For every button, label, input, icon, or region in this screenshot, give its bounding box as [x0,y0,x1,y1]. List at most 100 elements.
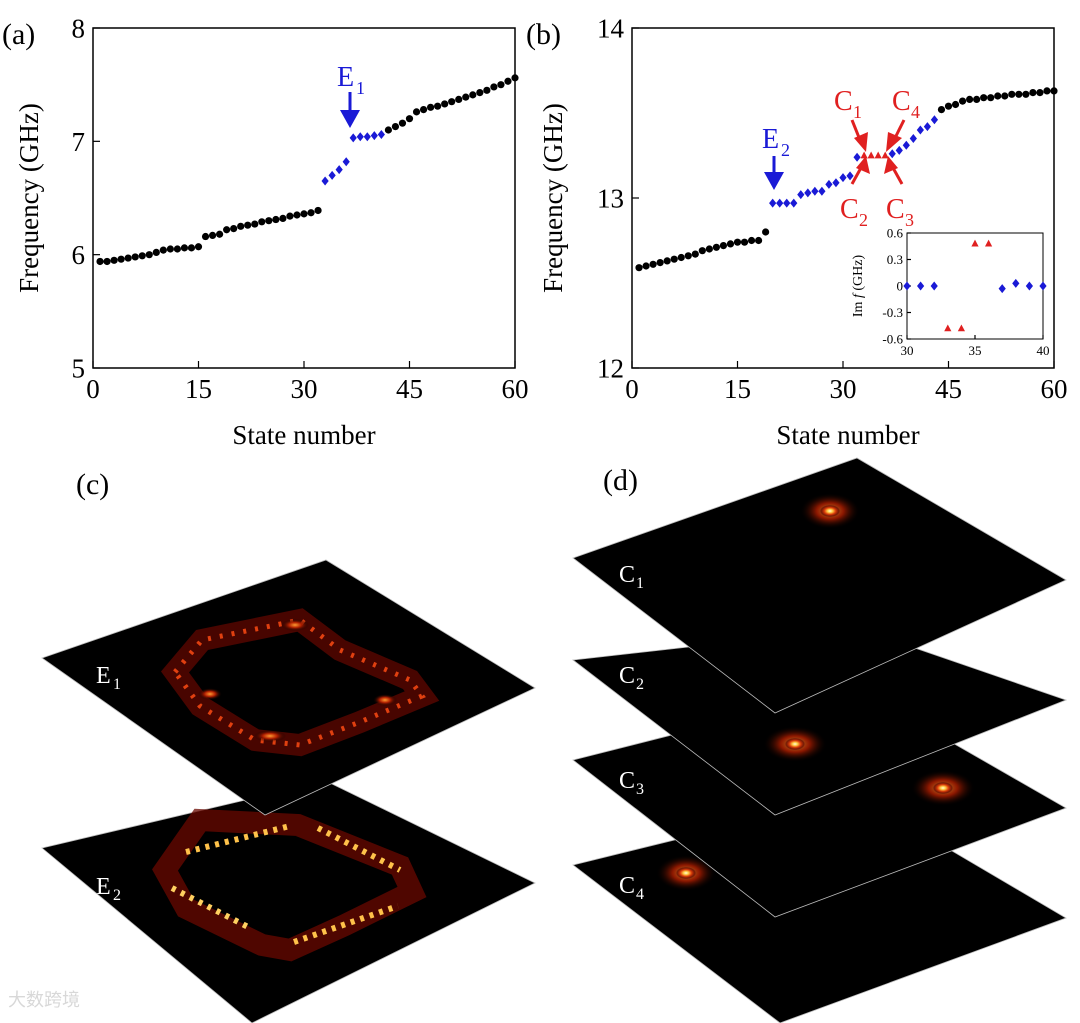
layer-c2-sub: 2 [636,676,644,693]
chart-a-ytick-label: 7 [72,127,86,157]
chart-a-point-bulk [166,245,174,253]
c4-hotspot [676,867,696,879]
layer-c1-plane [572,457,1067,714]
chart-b-point-bulk [958,97,967,105]
chart-a-point-bulk [279,214,287,222]
chart-b-point-bulk [733,238,742,246]
layer-e1: E 1 [41,559,536,816]
chart-b-point-bulk [1050,87,1058,95]
layer-c4-sub: 4 [636,886,644,903]
chart-a-point-bulk [208,231,217,239]
chart-b-point-bulk [642,262,650,270]
chart-a-point-bulk [251,220,259,228]
chart-a-point-bulk [412,108,421,116]
chart-b-point-bulk [973,95,981,103]
chart-a-point-edge [328,170,336,180]
chart-b-point-bulk [944,102,953,110]
annotation-c2-letter: C [840,194,859,225]
chart-a-point-bulk [103,257,111,266]
chart-b-point-edge [902,140,910,150]
panel-c-label: (c) [76,468,109,501]
chart-a-point-bulk [230,225,238,233]
chart-b-point-bulk [740,238,749,246]
chart-b-point-bulk [1022,90,1030,98]
arrow-down-icon [340,110,360,128]
chart-b-point-bulk [705,245,713,253]
inset-xtick-label: 30 [901,343,914,358]
chart-b-point-bulk [1008,90,1016,98]
chart-b-point-bulk [1015,90,1023,98]
chart-b-point-edge [825,179,833,189]
chart-b-point-edge [888,149,896,159]
chart-a-point-bulk [152,248,160,256]
chart-b-ylabel: Frequency (GHz) [538,103,568,293]
inset-frame [906,232,1044,340]
chart-a-point-bulk [405,115,414,123]
chart-b-xtick-label: 30 [830,374,857,404]
inset-point-edge [1039,281,1047,291]
chart-b-point-corner [881,151,889,159]
layer-e2: E 2 [41,780,536,1023]
chart-b-point-corner [860,151,868,159]
chart-a-point-bulk [244,221,252,229]
chart-a-point-edge [349,133,357,143]
chart-b-point-bulk [677,253,685,262]
chart-a-xtick-label: 45 [396,374,423,404]
inset-point-edge [1025,281,1033,291]
annotation-e2-sub: 2 [781,140,790,160]
inset-point-corner [944,324,952,332]
chart-b-point-bulk [684,252,692,260]
chart-a-point-bulk [173,245,181,253]
chart-a-point-bulk [504,77,512,85]
chart-a-point-bulk [462,93,470,101]
chart-a-point-bulk [131,253,139,261]
chart-b-point-edge [930,115,939,125]
chart-b-xtick-label: 45 [935,374,962,404]
layer-e2-sub: 2 [113,887,121,904]
arrow-down-icon [764,172,784,190]
chart-a-point-bulk [398,119,407,127]
layer-e2-label: E [96,874,111,900]
chart-a-point-edge [370,131,378,141]
chart-b-point-bulk [1029,89,1037,97]
chart-b-point-bulk [670,255,678,263]
inset-ytick-label: -0.6 [882,332,903,347]
chart-a-xtick-label: 30 [291,374,318,404]
chart-b-point-corner [874,151,882,159]
chart-b-ytick-label: 13 [597,183,624,213]
layer-c4-label: C [619,873,635,899]
chart-b-point-bulk [951,100,960,109]
panel-d: (d) C 4 C 3 C 2 [571,457,1068,1023]
chart-a-point-bulk [483,86,491,94]
chart-b-point-bulk [719,242,728,250]
inset-point-corner [971,239,979,247]
annotation-c1-letter: C [834,86,853,117]
e1-edge-pattern [161,608,440,757]
chart-a-point-bulk [201,232,210,241]
chart-b-point-edge [797,190,805,200]
chart-a-point-bulk [159,246,167,254]
chart-a-point-bulk [384,126,392,134]
chart-a-point-bulk [511,74,519,82]
chart-a-point-bulk [223,226,231,234]
arrow-c4-icon [886,132,902,152]
chart-b-point-edge [853,152,861,162]
annotation-c3-letter: C [886,194,905,225]
chart-b-xlabel: State number [776,420,919,450]
chart-a-point-bulk [110,256,118,264]
arrow-c2-icon [856,156,870,174]
chart-b-point-bulk [966,95,974,103]
chart-a-xlabel: State number [232,420,375,450]
chart-b-point-edge [923,122,931,132]
layer-c1: C 1 [572,457,1067,714]
chart-b-point-bulk [635,264,643,272]
inset-ytick-label: 0.3 [887,252,903,267]
chart-b-ytick-label: 14 [597,13,625,43]
chart-a-point-bulk [265,217,273,225]
chart-b-point-edge [916,125,924,135]
chart-a-point-bulk [293,211,301,219]
inset-point-corner [957,324,965,332]
e2-edge-pattern [152,808,427,962]
chart-b-point-bulk [994,92,1002,100]
layer-e1-plane [41,559,536,816]
